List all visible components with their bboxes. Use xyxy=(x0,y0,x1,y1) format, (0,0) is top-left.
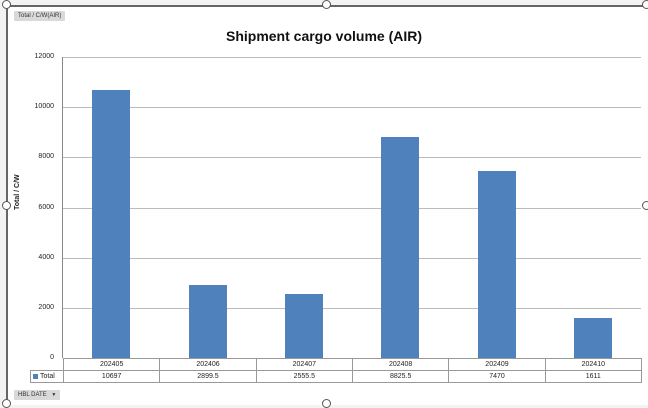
series-color-swatch xyxy=(33,373,38,379)
legend-key-total: Total xyxy=(30,370,64,383)
resize-handle-middle-left[interactable] xyxy=(2,201,11,210)
y-tick-label: 4000 xyxy=(38,253,54,261)
gridline xyxy=(63,107,641,109)
y-tick-label: 8000 xyxy=(38,153,54,161)
resize-handle-top-left[interactable] xyxy=(2,0,11,9)
data-table-value: 1611 xyxy=(544,370,642,383)
bar-202405[interactable] xyxy=(92,89,131,358)
category-label: 202407 xyxy=(255,358,353,371)
gridline xyxy=(63,57,641,58)
bar-202410[interactable] xyxy=(573,317,612,358)
category-label: 202408 xyxy=(351,358,450,371)
category-label: 202406 xyxy=(159,358,257,371)
data-table-value: 7470 xyxy=(448,370,546,383)
category-label: 202405 xyxy=(62,358,161,371)
axis-field-label: HBL DATE xyxy=(18,392,47,398)
category-label: 202410 xyxy=(544,358,642,371)
resize-handle-top-right[interactable] xyxy=(642,0,648,9)
data-table: 202405 202406 202407 202408 202409 202410 Tot… xyxy=(30,358,642,383)
gridline xyxy=(63,207,641,209)
y-tick-label: 2000 xyxy=(38,303,54,311)
category-label: 202409 xyxy=(448,358,546,371)
data-table-value: 8825.5 xyxy=(351,370,450,383)
value-field-button[interactable]: Total / C/W(AIR) xyxy=(14,11,66,21)
data-table-value: 10697 xyxy=(62,370,161,383)
data-table-value: 2899.5 xyxy=(159,370,257,383)
chart-title: Shipment cargo volume (AIR) xyxy=(225,28,423,44)
gridline xyxy=(63,257,641,259)
series-label: Total xyxy=(40,373,55,380)
bar-202406[interactable] xyxy=(188,285,227,358)
y-tick-label: 12000 xyxy=(34,53,54,60)
gridline xyxy=(63,307,641,309)
axis-field-button[interactable]: HBL DATE ▼ xyxy=(14,390,61,400)
y-tick-label: 0 xyxy=(50,354,54,361)
bar-202409[interactable] xyxy=(477,170,516,358)
bar-202407[interactable] xyxy=(284,293,323,358)
gridline xyxy=(63,157,641,159)
y-tick-label: 6000 xyxy=(38,203,54,211)
data-table-value: 2555.5 xyxy=(255,370,353,383)
resize-handle-top-center[interactable] xyxy=(322,0,331,9)
y-tick-label: 10000 xyxy=(34,103,54,111)
plot-area xyxy=(62,57,641,359)
dropdown-arrow-icon: ▼ xyxy=(51,392,57,398)
resize-handle-middle-right[interactable] xyxy=(642,201,648,210)
bar-202408[interactable] xyxy=(381,136,420,358)
